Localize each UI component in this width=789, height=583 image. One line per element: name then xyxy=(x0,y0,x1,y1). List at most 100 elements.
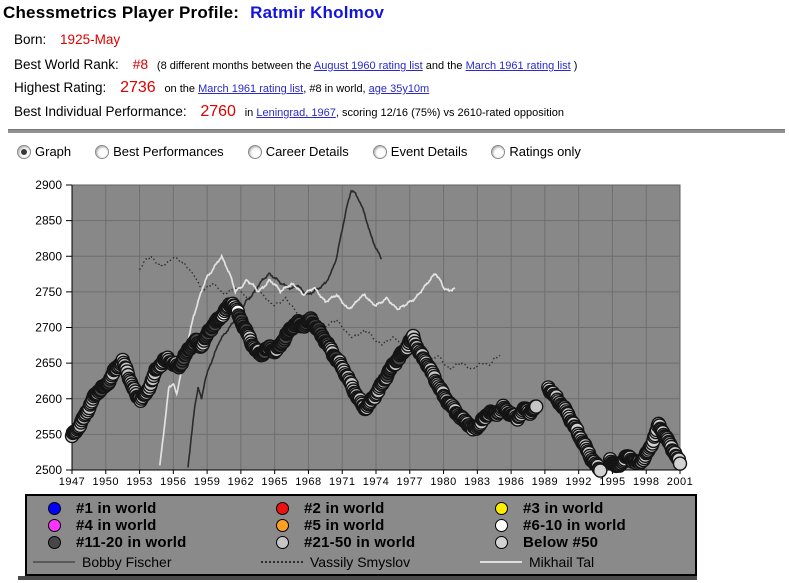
note-text: , #8 in world, xyxy=(303,83,369,95)
y-tick-label: 2700 xyxy=(35,321,62,335)
legend-dot-icon xyxy=(495,536,508,549)
x-tick-label: 1947 xyxy=(59,476,85,488)
x-tick-label: 1953 xyxy=(126,476,152,488)
x-tick-label: 1995 xyxy=(599,476,625,488)
note-text: in xyxy=(244,107,257,119)
note-text: on the xyxy=(164,83,199,95)
legend-label: #1 in world xyxy=(76,499,157,517)
march-1961-rating-list-link[interactable]: March 1961 rating list xyxy=(198,83,304,95)
x-tick-label: 1968 xyxy=(295,476,321,488)
rating-dot xyxy=(672,456,688,471)
rating-dot xyxy=(529,399,544,414)
chart-legend: #1 in world #2 in world #3 in world #4 in w… xyxy=(25,494,697,576)
best-performance-line: Best Individual Performance: 2760 in Len… xyxy=(14,103,564,121)
radio-graph[interactable]: Graph xyxy=(17,144,71,159)
x-tick-label: 1950 xyxy=(93,476,119,488)
radio-label: Career Details xyxy=(265,144,349,159)
legend-line-swatch-icon xyxy=(33,560,75,563)
legend-item-rank-2: #2 in world xyxy=(255,500,474,517)
legend-dot-icon xyxy=(495,519,508,532)
leningrad-1967-link[interactable]: Leningrad, 1967 xyxy=(256,107,336,119)
x-tick-label: 1989 xyxy=(532,476,558,488)
x-tick-label: 1980 xyxy=(430,476,456,488)
highest-rating-note: on the March 1961 rating list, #8 in wor… xyxy=(164,83,429,95)
legend-item-rank-6-10: #6-10 in world xyxy=(474,517,695,534)
radio-career-details[interactable]: Career Details xyxy=(247,144,349,159)
note-text: and the xyxy=(422,60,466,72)
radio-label: Graph xyxy=(35,144,72,159)
x-tick-label: 1983 xyxy=(464,476,490,488)
highest-rating-line: Highest Rating: 2736 on the March 1961 r… xyxy=(14,79,429,97)
y-tick-label: 2600 xyxy=(35,392,62,406)
legend-label: Vassily Smyslov xyxy=(310,553,411,570)
radio-label: Best Performances xyxy=(113,144,224,159)
legend-item-vassily-smyslov: Vassily Smyslov xyxy=(255,554,474,570)
highest-rating-value: 2736 xyxy=(120,79,156,96)
best-world-rank-line: Best World Rank: #8 (8 different months … xyxy=(14,56,577,72)
x-tick-label: 1971 xyxy=(329,476,355,488)
legend-item-rank-5: #5 in world xyxy=(255,517,474,534)
x-tick-label: 1986 xyxy=(498,476,524,488)
radio-button-icon[interactable] xyxy=(491,144,506,159)
legend-label: Bobby Fischer xyxy=(82,553,172,570)
player-name: Ratmir Kholmov xyxy=(250,3,385,22)
radio-label: Ratings only xyxy=(509,144,581,159)
x-tick-label: 2001 xyxy=(667,476,693,488)
bottom-divider xyxy=(18,576,697,580)
x-tick-label: 1956 xyxy=(160,476,186,488)
born-value: 1925-May xyxy=(60,32,121,47)
legend-dot-icon xyxy=(48,536,61,549)
x-tick-label: 1974 xyxy=(363,476,389,488)
legend-label: #6-10 in world xyxy=(523,517,626,534)
view-mode-radiogroup: Graph Best Performances Career Details Even… xyxy=(17,144,581,159)
radio-ratings-only[interactable]: Ratings only xyxy=(491,144,581,159)
best-performance-note: in Leningrad, 1967, scoring 12/16 (75%) … xyxy=(245,107,564,119)
page-title-prefix: Chessmetrics Player Profile: xyxy=(3,3,240,22)
x-tick-label: 1977 xyxy=(397,476,423,488)
legend-item-mikhail-tal: Mikhail Tal xyxy=(474,554,695,570)
note-text: ) xyxy=(570,60,578,72)
radio-label: Event Details xyxy=(390,144,468,159)
highest-rating-label: Highest Rating: xyxy=(14,80,107,95)
legend-item-rank-1: #1 in world xyxy=(27,500,255,517)
legend-item-bobby-fischer: Bobby Fischer xyxy=(27,554,255,570)
legend-label: Mikhail Tal xyxy=(529,553,595,570)
radio-button-icon[interactable] xyxy=(17,144,31,159)
legend-label: #3 in world xyxy=(523,499,604,517)
rating-dot xyxy=(593,463,608,478)
y-tick-label: 2550 xyxy=(35,427,62,441)
y-tick-label: 2750 xyxy=(35,285,62,299)
born-label: Born: xyxy=(14,32,47,47)
radio-best-performances[interactable]: Best Performances xyxy=(95,144,224,159)
x-tick-label: 1962 xyxy=(228,476,254,488)
march-1961-rating-list-link[interactable]: March 1961 rating list xyxy=(465,60,571,72)
legend-item-rank-21-50: #21-50 in world xyxy=(255,534,474,551)
born-line: Born: 1925-May xyxy=(14,32,120,47)
best-world-rank-note: (8 different months between the August 1… xyxy=(157,60,578,72)
august-1960-rating-list-link[interactable]: August 1960 rating list xyxy=(313,60,423,72)
x-tick-label: 1959 xyxy=(194,476,220,488)
legend-label: #5 in world xyxy=(304,517,385,534)
legend-dot-icon xyxy=(276,536,289,549)
note-text: (8 different months between the xyxy=(156,60,314,72)
radio-event-details[interactable]: Event Details xyxy=(372,144,468,159)
radio-button-icon[interactable] xyxy=(372,144,387,159)
rating-history-chart: 2500 2550 2600 2650 2700 2750 2800 2850 2900 1947… xyxy=(35,178,693,488)
legend-label: #21-50 in world xyxy=(304,534,416,551)
radio-button-icon[interactable] xyxy=(95,144,110,159)
legend-label: #4 in world xyxy=(76,517,157,534)
legend-item-rank-3: #3 in world xyxy=(474,500,695,517)
legend-dot-icon xyxy=(48,519,61,532)
age-link[interactable]: age 35y10m xyxy=(368,83,430,95)
best-performance-label: Best Individual Performance: xyxy=(14,104,187,119)
radio-button-icon[interactable] xyxy=(247,144,262,159)
legend-label: Below #50 xyxy=(523,534,599,551)
legend-label: #2 in world xyxy=(304,499,385,517)
y-tick-label: 2800 xyxy=(35,249,62,263)
legend-item-rank-4: #4 in world xyxy=(27,517,255,534)
legend-item-rank-below-50: Below #50 xyxy=(474,534,695,551)
y-tick-label: 2900 xyxy=(35,178,62,192)
legend-line-swatch-icon xyxy=(480,560,522,563)
legend-item-rank-11-20: #11-20 in world xyxy=(27,534,255,551)
